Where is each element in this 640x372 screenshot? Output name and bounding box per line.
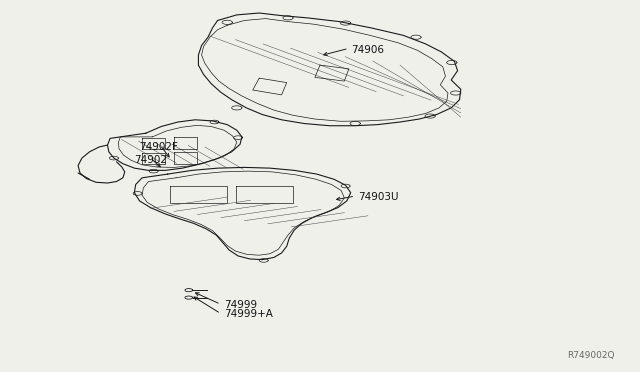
Text: 74902F: 74902F [140, 142, 179, 152]
Text: 74999+A: 74999+A [224, 310, 273, 319]
Text: 74903U: 74903U [358, 192, 399, 202]
Text: 74999: 74999 [224, 300, 257, 310]
Text: R749002Q: R749002Q [567, 351, 614, 360]
Text: 74906: 74906 [351, 45, 384, 55]
Text: 74902: 74902 [134, 155, 168, 165]
